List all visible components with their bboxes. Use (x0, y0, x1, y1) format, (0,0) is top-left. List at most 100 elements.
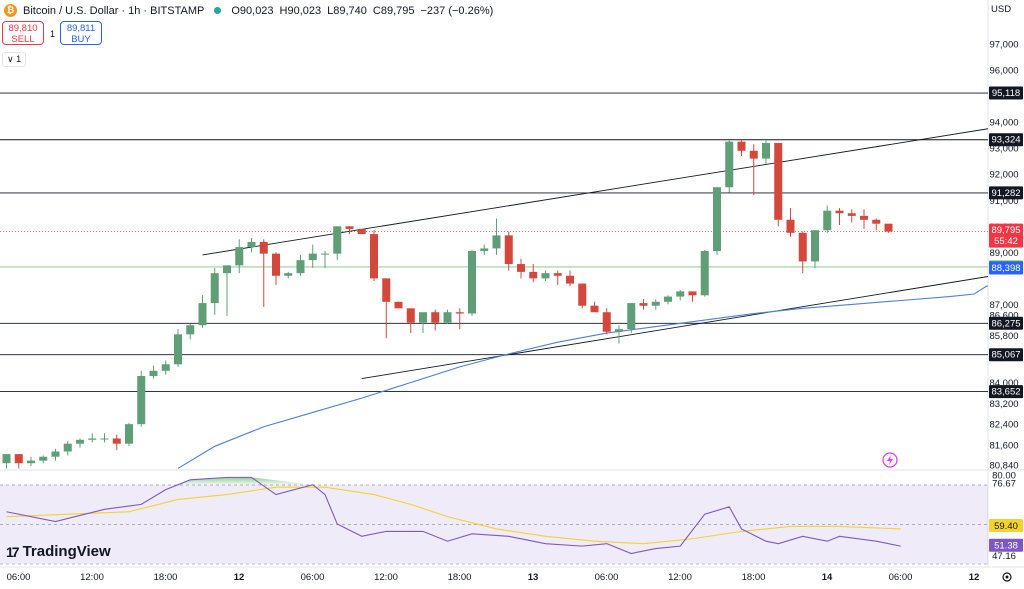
candle-up (542, 271, 550, 281)
ohlc-high: H90,023 (280, 5, 322, 17)
candle-body (64, 444, 72, 452)
time-tick-label: 13 (528, 572, 539, 583)
price-pane (0, 86, 1024, 469)
buy-button[interactable]: 89,811 BUY (60, 21, 102, 45)
candle-up (27, 457, 35, 466)
ohlc-change: −237 (−0.26%) (421, 5, 494, 17)
candle-up (284, 272, 292, 279)
symbol-title[interactable]: Bitcoin / U.S. Dollar · 1h · BITSTAMP (23, 5, 204, 17)
candle-up (468, 250, 476, 316)
candle-down (872, 218, 880, 230)
candle-body (456, 312, 464, 313)
candle-body (640, 303, 648, 306)
candle-up (186, 324, 194, 340)
candle-body (701, 251, 709, 295)
candle-up (321, 251, 329, 268)
candle-body (762, 143, 770, 159)
candle-body (787, 220, 795, 233)
candle-down (382, 278, 390, 338)
price-tick-label: 97,000 (989, 40, 1018, 51)
price-tick-label: 92,000 (989, 170, 1018, 181)
time-tick-label: 12:00 (80, 572, 104, 583)
candle-body (272, 254, 280, 276)
candle-body (444, 312, 452, 322)
candle-body (860, 216, 868, 220)
candle-body (542, 273, 550, 278)
candle-up (676, 290, 684, 300)
candle-up (823, 205, 831, 232)
level-badge: 91,282 (989, 186, 1023, 199)
currency-selector[interactable]: USD (991, 4, 1011, 15)
candle-body (591, 306, 599, 313)
candle-body (848, 213, 856, 216)
candle-body (603, 312, 611, 332)
candle-body (15, 454, 23, 463)
candle-up (64, 441, 72, 455)
candle-down (836, 208, 844, 225)
candle-down (456, 308, 464, 329)
candle-down (15, 454, 23, 468)
candle-down (395, 302, 403, 309)
time-tick-label: 06:00 (889, 572, 913, 583)
candle-body (566, 276, 574, 284)
time-tick-label: 18:00 (154, 572, 178, 583)
candle-up (333, 226, 341, 260)
candle-body (52, 452, 60, 457)
level-badge: 88,398 (989, 262, 1023, 275)
level-badge: 95,118 (989, 87, 1023, 100)
candle-body (419, 312, 427, 322)
candle-body (578, 284, 586, 306)
candle-body (774, 143, 782, 220)
level-badge-label: 85,067 (991, 350, 1020, 361)
candle-body (113, 438, 121, 443)
interval-toggle[interactable]: ∨ 1 (2, 52, 26, 67)
candle-up (444, 310, 452, 324)
candle-body (382, 278, 390, 301)
candle-body (248, 242, 256, 247)
ohlc-low: L89,740 (327, 5, 367, 17)
candle-body (321, 254, 329, 255)
market-open-icon (214, 7, 221, 14)
candle-up (652, 299, 660, 309)
level-badge: 83,652 (989, 385, 1023, 398)
time-tick-label: 18:00 (448, 572, 472, 583)
candle-down (566, 271, 574, 287)
candle-down (860, 209, 868, 229)
candle-body (76, 440, 84, 444)
channel-lower-line (362, 233, 1024, 379)
candle-body (517, 264, 525, 272)
level-badge: 93,324 (989, 133, 1023, 146)
candle-down (407, 308, 415, 333)
bitcoin-icon: ₿ (4, 4, 17, 17)
price-tick-label: 96,000 (989, 66, 1018, 77)
lightning-alert-bolt (887, 455, 893, 465)
level-badge-label: 89,795 (991, 225, 1020, 236)
sell-button[interactable]: 89,810 SELL (2, 21, 44, 45)
candle-body (235, 247, 243, 265)
rsi-tick-label: 47.16 (992, 551, 1016, 562)
candle-up (248, 238, 256, 252)
rsi-tick-label: 76.67 (992, 479, 1016, 490)
candle-up (162, 360, 170, 374)
buy-label: BUY (61, 34, 101, 45)
trade-quantity[interactable]: 1 (50, 29, 55, 39)
candle-down (774, 143, 782, 226)
candle-up (493, 218, 501, 254)
price-tick-label: 89,000 (989, 248, 1018, 259)
candle-up (3, 454, 11, 468)
price-tick-label: 87,000 (989, 300, 1018, 311)
candle-up (137, 371, 145, 427)
tradingview-logo[interactable]: 17 TradingView (6, 543, 111, 560)
candle-down (578, 284, 586, 309)
candle-down (346, 226, 354, 234)
candle-down (517, 259, 525, 279)
time-tick-label: 06:00 (7, 572, 31, 583)
candle-up (297, 255, 305, 276)
price-tick-label: 81,600 (989, 441, 1018, 452)
candle-down (885, 224, 893, 233)
candle-down (603, 308, 611, 334)
lightning-alert-icon (883, 453, 897, 467)
